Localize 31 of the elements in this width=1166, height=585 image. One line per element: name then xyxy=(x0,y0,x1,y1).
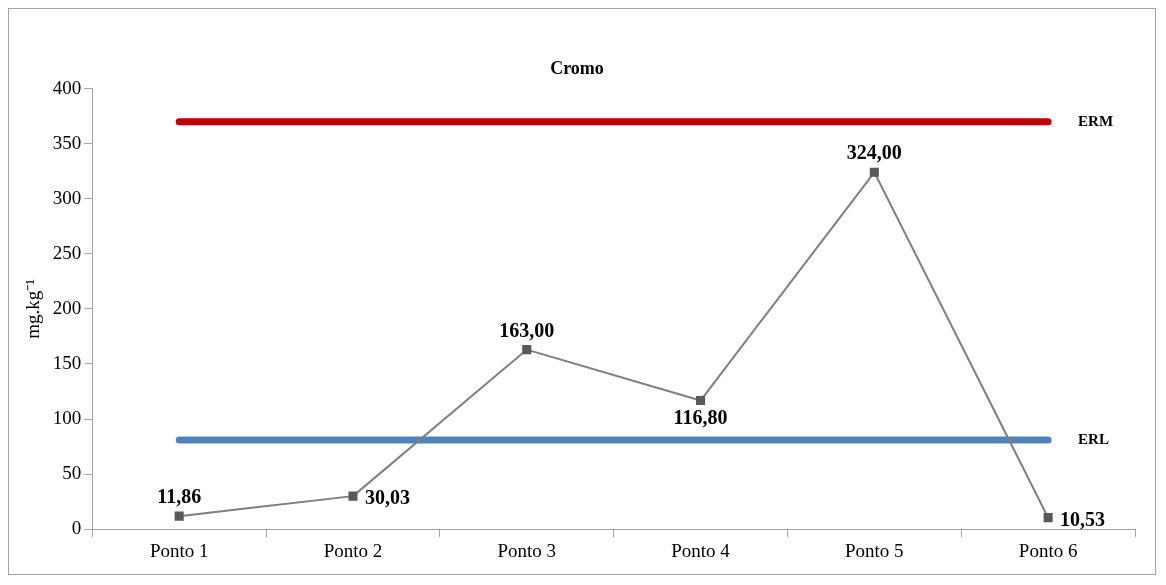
point xyxy=(348,491,358,501)
y-tick-label: 200 xyxy=(52,296,82,318)
ref-line-label: ERL xyxy=(1078,430,1109,447)
y-axis-title: mg.kg⁻¹ xyxy=(22,278,44,339)
x-tick-label: Ponto 6 xyxy=(1018,539,1078,561)
x-tick-label: Ponto 1 xyxy=(149,539,209,561)
text: 30,03 xyxy=(364,486,410,509)
y-tick-label: 0 xyxy=(71,517,82,539)
x-tick-label: Ponto 3 xyxy=(497,539,557,561)
x-tick-label: Ponto 4 xyxy=(671,539,731,561)
text: 10,53 xyxy=(1060,507,1106,530)
text: 163,00 xyxy=(499,318,555,341)
y-tick-label: 100 xyxy=(52,407,82,429)
point xyxy=(696,396,706,406)
x-tick-label: Ponto 5 xyxy=(845,539,904,561)
point xyxy=(1043,513,1053,523)
text: 116,80 xyxy=(673,405,728,428)
point xyxy=(174,511,184,521)
y-tick-label: 300 xyxy=(52,186,82,208)
point xyxy=(869,167,879,177)
y-tick-label: 350 xyxy=(52,131,82,153)
y-tick-label: 50 xyxy=(62,462,82,484)
y-tick-label: 150 xyxy=(52,351,82,373)
ref-line-label: ERM xyxy=(1078,112,1114,129)
chart-title: Cromo xyxy=(550,58,604,79)
text: 11,86 xyxy=(157,485,202,508)
y-tick-label: 400 xyxy=(52,76,82,98)
text: 324,00 xyxy=(846,141,902,164)
y-tick-label: 250 xyxy=(52,241,82,263)
x-tick-label: Ponto 2 xyxy=(323,539,383,561)
point xyxy=(522,345,532,355)
